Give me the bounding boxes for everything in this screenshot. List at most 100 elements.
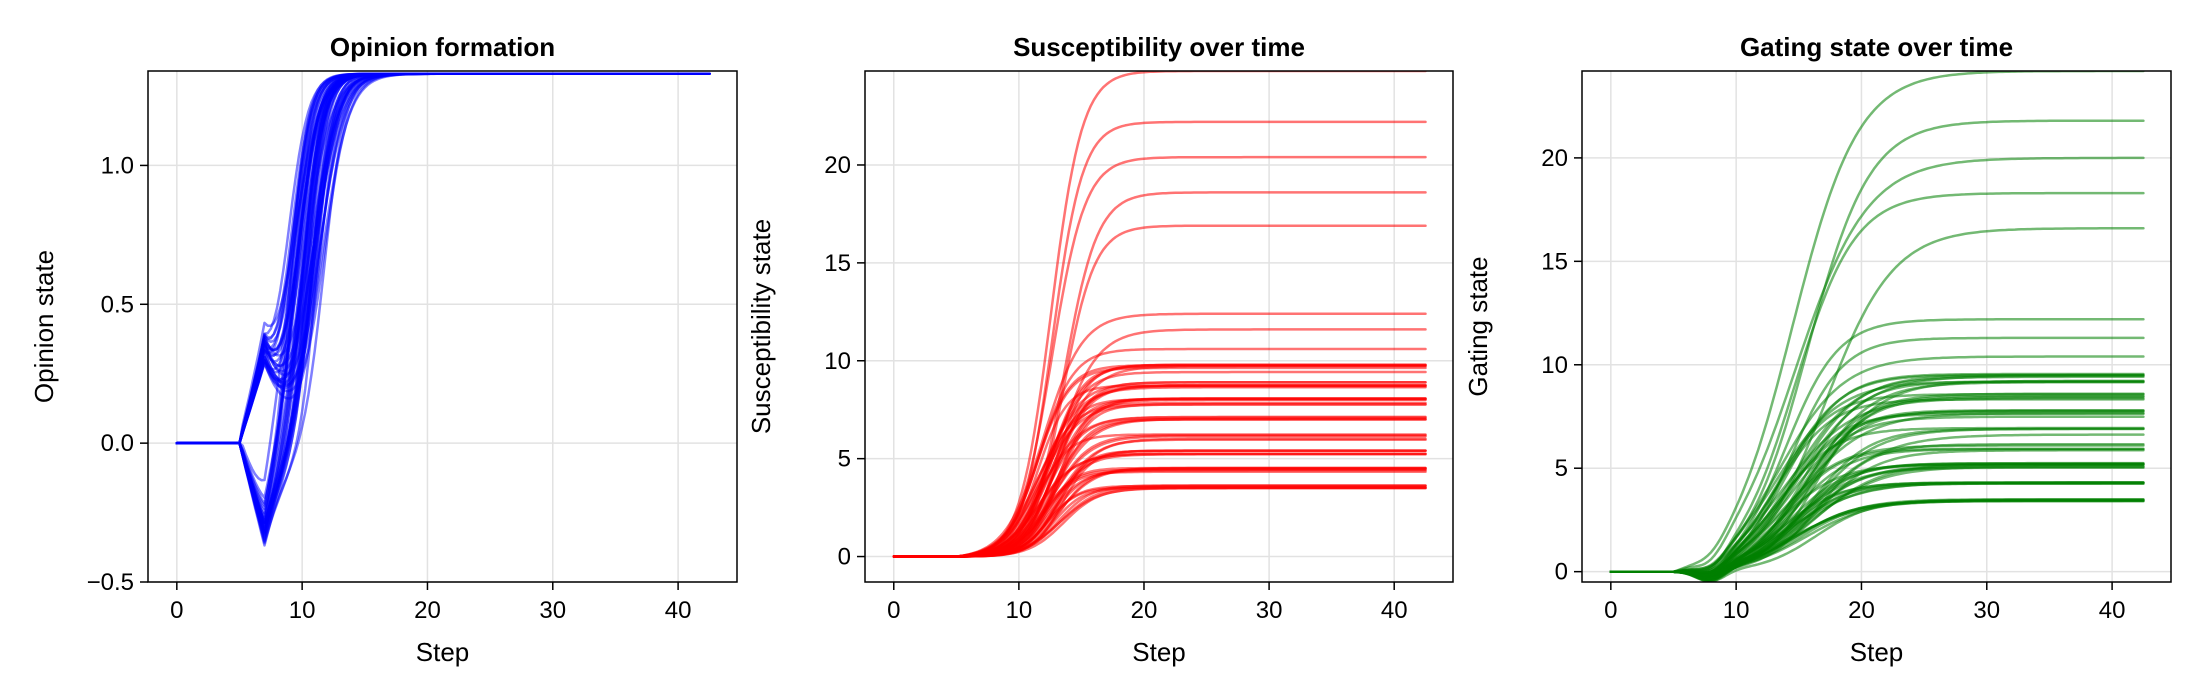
x-tick-label: 20 (1131, 597, 1158, 624)
series-line-3 (892, 155, 1427, 558)
x-tick-label: 30 (539, 597, 566, 624)
series-line-30 (892, 469, 1427, 558)
series-line-34 (1609, 482, 2145, 576)
series-line-4 (175, 72, 711, 540)
series-line-50 (892, 397, 1427, 558)
series-line-54 (1609, 411, 2145, 576)
series-line-3 (1609, 156, 2145, 573)
series-line-11 (892, 398, 1427, 558)
series-line-17 (892, 486, 1427, 558)
series-line-36 (175, 72, 711, 525)
x-axis-label: Step (416, 637, 470, 667)
series-line-14 (892, 449, 1427, 558)
y-tick-label: 5 (838, 446, 851, 473)
x-tick-label: 30 (1973, 597, 2000, 624)
y-tick-label: 0 (1555, 559, 1568, 586)
x-tick-label: 10 (1723, 597, 1750, 624)
series-line-16 (892, 484, 1427, 558)
chart-title: Opinion formation (330, 32, 555, 62)
chart-title: Gating state over time (1740, 32, 2013, 62)
series-line-23 (1609, 410, 2145, 581)
series-line-45 (892, 364, 1427, 558)
chart-panel-2: 0 10 20 30 40 0 5 10 15 20 Susceptibility over tim… (746, 32, 1454, 667)
series-line-54 (175, 72, 711, 482)
y-tick-label: 15 (1541, 248, 1568, 275)
x-tick-label: 20 (1848, 597, 1875, 624)
y-tick-label: −0.5 (87, 569, 134, 596)
plot-frame (147, 70, 738, 583)
series-line-28 (892, 403, 1427, 558)
series-line-58 (892, 401, 1427, 558)
series-line-26 (892, 466, 1427, 558)
y-axis-label: Opinion state (29, 250, 59, 403)
series-line-15 (892, 467, 1427, 558)
series-group (892, 71, 1427, 558)
series-line-59 (175, 72, 711, 445)
series-line-20 (175, 72, 711, 522)
series-line-5 (892, 224, 1427, 558)
series-line-30 (175, 72, 711, 534)
series-line-10 (175, 72, 711, 534)
series-line-19 (892, 466, 1427, 558)
x-tick-label: 0 (887, 597, 900, 624)
series-line-47 (892, 366, 1427, 558)
series-line-49 (892, 438, 1427, 558)
series-line-18 (175, 72, 711, 527)
series-line-24 (892, 449, 1427, 558)
series-line-24 (175, 72, 711, 533)
plot-frame (864, 70, 1454, 583)
series-group (1609, 71, 2145, 582)
series-line-60 (1609, 465, 2145, 577)
series-line-1 (1609, 71, 2145, 573)
series-line-40 (175, 72, 711, 545)
x-tick-label: 40 (2099, 597, 2126, 624)
series-line-48 (892, 487, 1427, 558)
series-line-34 (175, 72, 711, 542)
series-line-42 (175, 72, 711, 505)
series-line-6 (175, 72, 711, 515)
series-line-30 (1609, 499, 2145, 576)
x-tick-label: 0 (170, 597, 183, 624)
x-tick-label: 30 (1256, 597, 1283, 624)
series-line-31 (892, 486, 1427, 558)
y-axis-label: Susceptibility state (746, 219, 776, 434)
series-line-52 (175, 72, 711, 518)
series-line-44 (175, 72, 711, 535)
series-line-26 (175, 72, 711, 528)
series-line-27 (892, 449, 1427, 558)
series-line-38 (175, 72, 711, 532)
series-line-44 (892, 363, 1427, 558)
series-line-22 (175, 72, 711, 499)
series-line-21 (892, 397, 1427, 558)
series-line-9 (892, 363, 1427, 558)
x-tick-label: 10 (289, 597, 316, 624)
series-line-28 (175, 72, 711, 525)
y-tick-label: 10 (1541, 352, 1568, 379)
chart-panel-1: 0 10 20 30 40 −0.5 0.0 0.5 1.0 Opinion formation S… (29, 32, 738, 667)
series-line-8 (175, 72, 711, 531)
y-tick-label: 15 (824, 250, 851, 277)
y-tick-label: 0.5 (101, 291, 134, 318)
series-line-59 (1609, 498, 2145, 582)
series-line-43 (892, 484, 1427, 558)
series-line-4 (892, 191, 1427, 558)
x-tick-label: 20 (414, 597, 441, 624)
x-tick-label: 10 (1006, 597, 1033, 624)
plot-frame (1581, 70, 2172, 583)
chart-panel-3: 0 10 20 30 40 0 5 10 15 20 Gating state over time S… (1463, 32, 2172, 667)
x-tick-label: 40 (665, 597, 692, 624)
series-line-20 (892, 397, 1427, 558)
series-line-37 (1609, 481, 2145, 580)
series-line-39 (892, 364, 1427, 558)
series-line-50 (1609, 412, 2145, 578)
series-line-32 (175, 72, 711, 543)
y-tick-label: 0 (838, 544, 851, 571)
series-line-2 (892, 120, 1427, 558)
y-tick-label: 20 (1541, 145, 1568, 172)
y-tick-label: 0.0 (101, 430, 134, 457)
x-tick-label: 0 (1604, 597, 1617, 624)
y-tick-label: 5 (1555, 455, 1568, 482)
series-line-59 (892, 467, 1427, 558)
series-line-46 (175, 72, 711, 524)
